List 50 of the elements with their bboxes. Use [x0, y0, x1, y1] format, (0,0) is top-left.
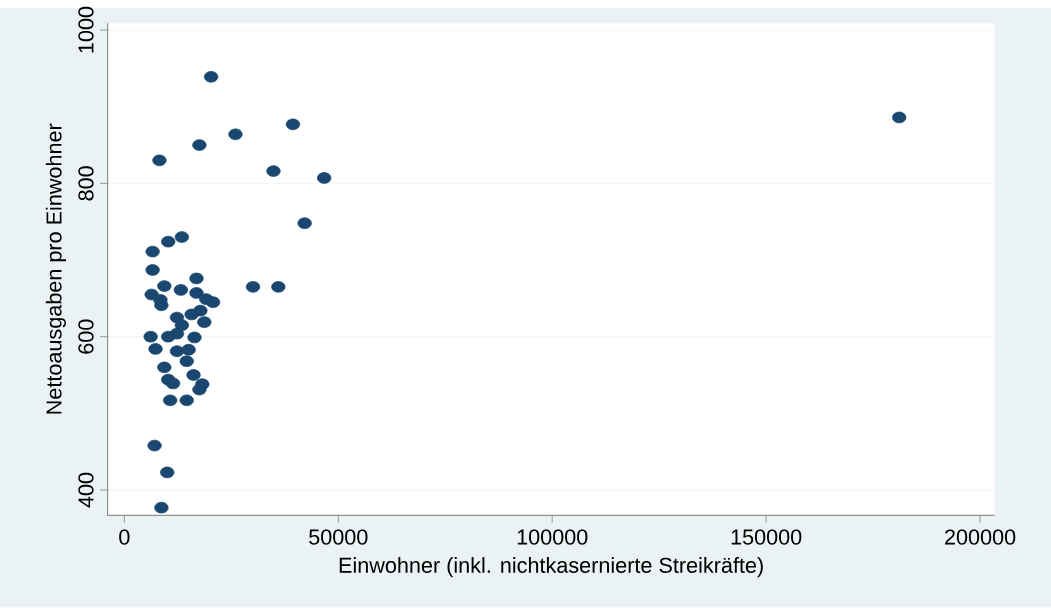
point [169, 345, 185, 358]
x-tick-label: 50000 [309, 529, 368, 545]
point [154, 299, 169, 312]
point [186, 369, 201, 381]
point [228, 128, 243, 141]
point [157, 361, 172, 374]
point [179, 355, 194, 368]
point [145, 264, 160, 276]
point [169, 328, 185, 340]
y-tick-label: 400 [78, 473, 94, 508]
point [192, 384, 207, 396]
point [297, 217, 312, 230]
point [148, 343, 163, 355]
point [197, 316, 212, 329]
point [271, 281, 286, 293]
x-tick-label: 150000 [731, 529, 802, 545]
y-tick-label: 1000 [78, 7, 94, 53]
point [203, 71, 219, 83]
point [163, 394, 178, 407]
point [245, 281, 261, 293]
point [192, 139, 207, 151]
point [285, 118, 301, 131]
point [165, 377, 181, 390]
point [152, 154, 167, 167]
point [174, 231, 189, 243]
point [147, 439, 162, 452]
point [160, 466, 175, 479]
point [173, 284, 188, 296]
x-axis-title: Einwohner (inkl. nichtkasernierte Streikräfte) [339, 557, 763, 578]
x-tick-label: 100000 [517, 529, 588, 545]
point [189, 287, 204, 299]
point [892, 111, 907, 124]
point [161, 236, 176, 248]
point [184, 308, 199, 321]
y-tick-label: 600 [78, 319, 94, 354]
x-tick-label: 0 [119, 529, 130, 545]
point [179, 394, 194, 407]
point [145, 246, 160, 258]
point [205, 296, 221, 309]
point [189, 272, 204, 285]
point [154, 502, 169, 514]
point [187, 331, 202, 344]
point [143, 331, 158, 343]
point [266, 165, 281, 178]
point [181, 344, 196, 356]
y-axis-title: Nettoausgaben pro Einwohner [45, 123, 66, 414]
y-tick-label: 800 [78, 166, 94, 201]
point [157, 280, 172, 293]
x-tick-label: 200000 [945, 529, 1016, 545]
point [317, 172, 332, 184]
